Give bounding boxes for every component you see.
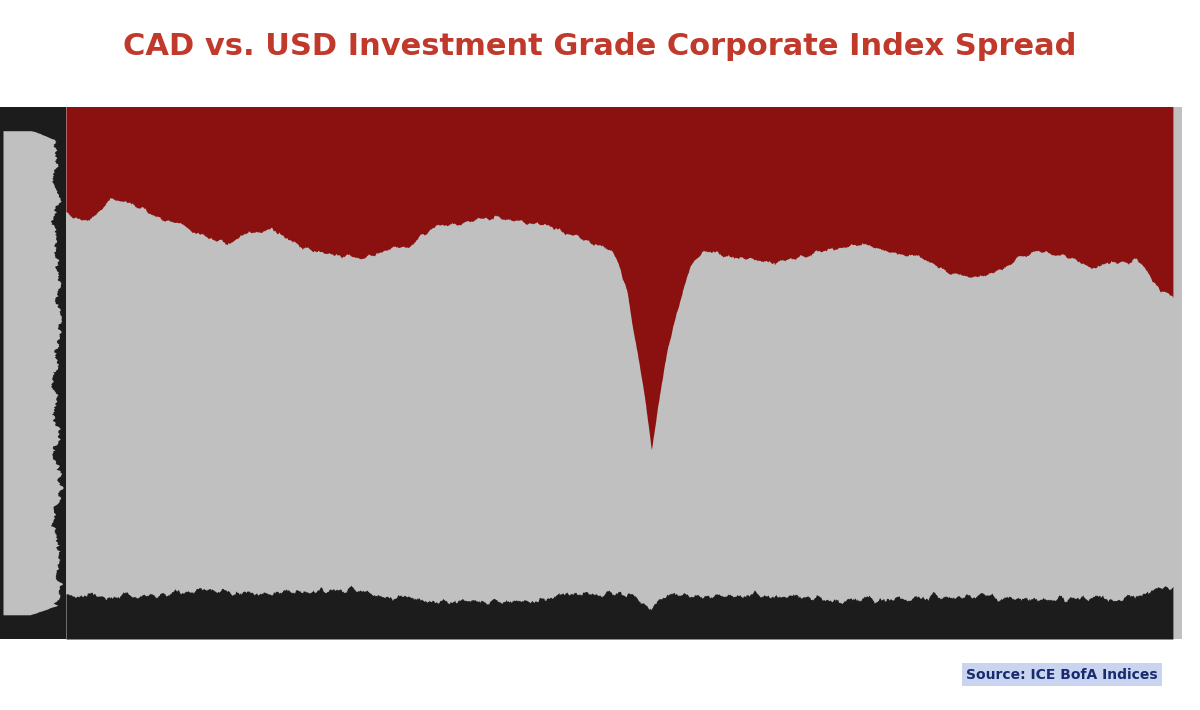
Text: CAD vs. USD Investment Grade Corporate Index Spread: CAD vs. USD Investment Grade Corporate I…	[124, 32, 1076, 61]
Text: Source: ICE BofA Indices: Source: ICE BofA Indices	[966, 667, 1158, 682]
